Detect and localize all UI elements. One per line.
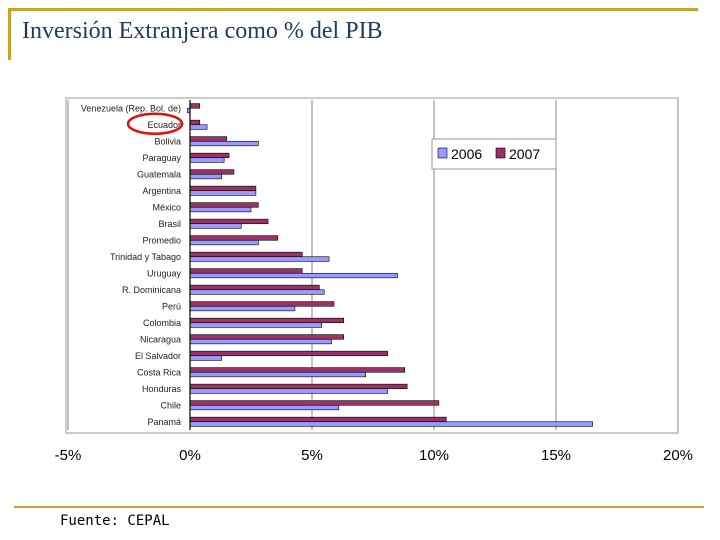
bar-2006 [189,289,325,295]
bar-2007 [189,317,345,324]
category-label: Argentina [142,186,181,196]
category-label: El Salvador [135,351,181,361]
bar-2006 [189,371,366,378]
title-left-rule [8,8,11,60]
legend-label-2007: 2007 [509,146,540,162]
category-label: Colombia [143,318,181,328]
bar-2006 [189,173,223,180]
category-label: Nicaragua [140,334,181,344]
bar-2007 [189,301,335,307]
category-label: Chile [160,400,181,410]
legend-swatch-2006 [437,147,448,159]
source-note: Fuente: CEPAL [60,513,170,529]
legend-swatch-2007 [495,147,506,159]
bar-2006 [189,256,330,262]
bar-2006 [189,239,259,246]
category-label: Venezuela (Rep. Bol. de) [81,103,181,113]
category-label: Trinidad y Tabago [110,252,181,262]
bar-2007 [189,152,230,159]
bar-2007 [189,103,201,109]
bar-2006 [189,157,225,163]
bar-2007 [189,185,257,192]
legend-box [431,138,557,170]
x-tick-label: 10% [419,447,449,464]
bar-2007 [189,218,269,225]
bar-2007 [189,169,235,175]
category-label: Uruguay [147,268,182,278]
x-tick-label: -5% [55,447,82,464]
bar-2007 [189,350,388,357]
plot-frame [65,97,679,434]
bar-2006 [189,206,252,213]
bar-2007 [189,284,320,291]
title-top-rule [8,8,698,11]
bar-2007 [189,136,227,142]
category-label: Brasil [158,219,181,229]
category-label: Perú [162,301,181,311]
page-title: Inversión Extranjera como % del PIB [22,18,383,44]
bar-2007 [189,235,279,241]
bar-2006 [189,404,340,411]
bar-2006 [189,388,388,394]
legend-label-2006: 2006 [451,146,482,162]
bar-2007 [189,416,447,423]
category-label: Bolivia [154,136,181,146]
category-label: Ecuador [147,120,181,130]
bar-2006 [189,421,593,427]
bar-2007 [189,367,406,373]
bar-2006 [189,305,296,312]
x-tick-label: 20% [663,447,693,464]
category-label: Promedio [142,235,181,245]
x-tick-label: 5% [301,447,323,464]
category-label: Honduras [142,384,182,394]
bar-2007 [189,251,303,258]
x-tick-label: 0% [179,447,201,464]
category-label: Paraguay [142,153,181,163]
bar-2006 [189,140,259,147]
bar-2006 [189,124,208,130]
x-tick-label: 15% [541,447,571,464]
bar-2006 [189,223,242,229]
highlight-circle [126,112,184,135]
bar-2007 [189,202,259,208]
bar-2007 [189,268,303,274]
bar-2007 [189,383,408,390]
category-label: Panamá [147,417,181,427]
category-label: Costa Rica [137,367,181,377]
bar-2006 [189,355,223,361]
category-label: R. Dominicana [122,285,181,295]
bar-2007 [189,334,345,340]
bar-2007 [189,400,440,406]
bar-2006 [189,190,257,196]
bar-2006 [189,272,398,279]
footer-rule [14,506,704,508]
category-label: Guatemala [137,169,181,179]
bar-2006 [189,322,323,328]
category-label: México [152,202,181,212]
bar-2006 [189,338,332,345]
bar-2007 [189,119,201,126]
